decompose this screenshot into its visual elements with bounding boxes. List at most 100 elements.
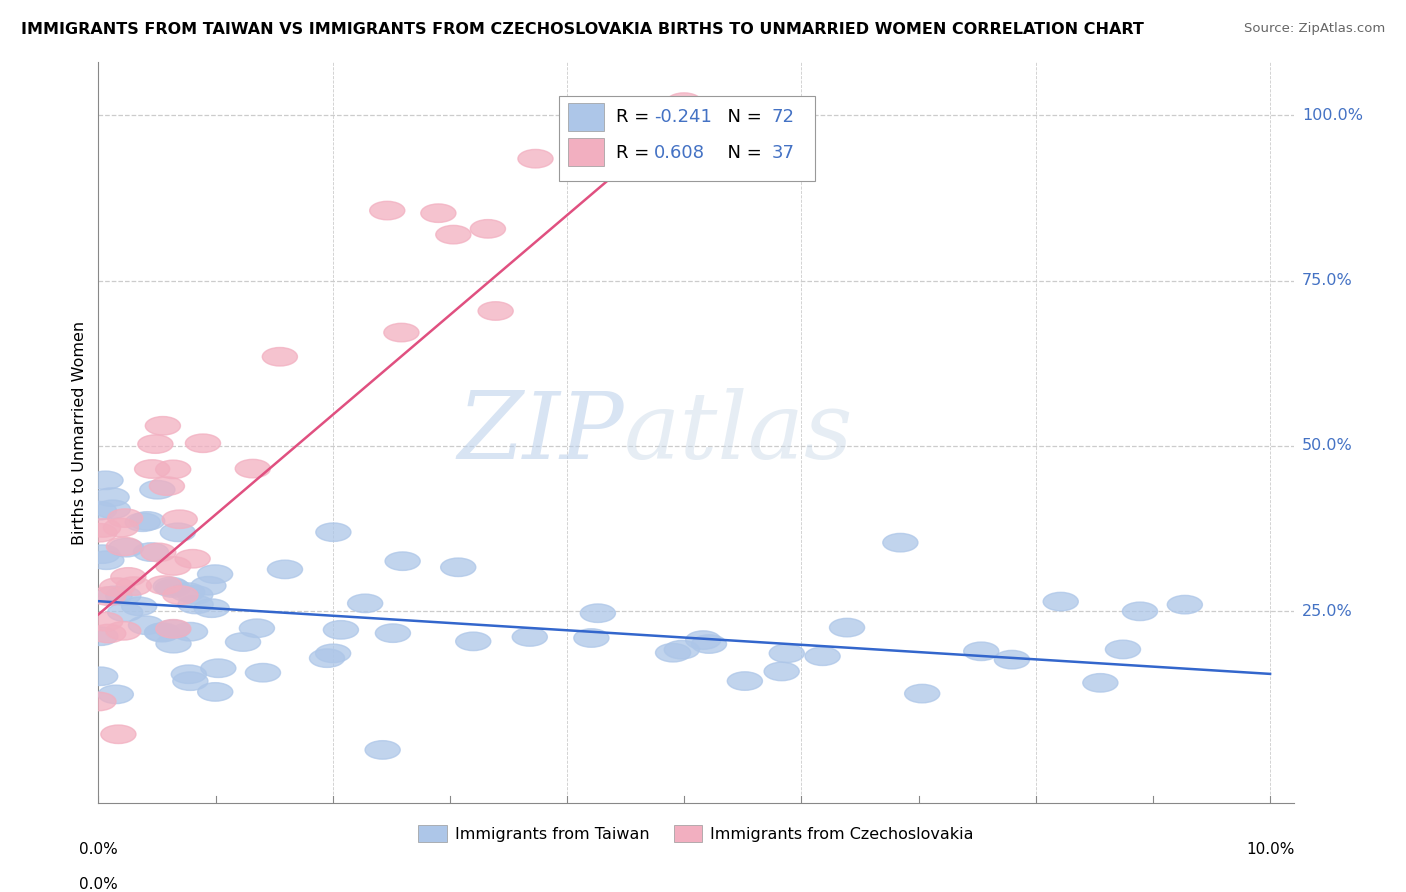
Ellipse shape bbox=[194, 599, 229, 617]
Text: R =: R = bbox=[616, 144, 655, 161]
Ellipse shape bbox=[806, 647, 841, 665]
Text: 72: 72 bbox=[772, 108, 794, 127]
Ellipse shape bbox=[574, 629, 609, 648]
Ellipse shape bbox=[156, 557, 191, 575]
Ellipse shape bbox=[186, 434, 221, 452]
Ellipse shape bbox=[440, 558, 475, 576]
Ellipse shape bbox=[347, 594, 382, 613]
Ellipse shape bbox=[375, 624, 411, 642]
Ellipse shape bbox=[153, 577, 188, 596]
Ellipse shape bbox=[156, 634, 191, 653]
Ellipse shape bbox=[149, 477, 184, 495]
Ellipse shape bbox=[145, 624, 180, 642]
Ellipse shape bbox=[156, 579, 191, 598]
Ellipse shape bbox=[456, 632, 491, 650]
Ellipse shape bbox=[121, 597, 156, 615]
Ellipse shape bbox=[239, 619, 274, 638]
Text: 0.608: 0.608 bbox=[654, 144, 706, 161]
Ellipse shape bbox=[83, 667, 118, 686]
Ellipse shape bbox=[225, 632, 260, 651]
Ellipse shape bbox=[146, 576, 181, 594]
Ellipse shape bbox=[83, 627, 118, 646]
Ellipse shape bbox=[666, 93, 702, 112]
Ellipse shape bbox=[129, 512, 165, 530]
Ellipse shape bbox=[134, 543, 169, 561]
Ellipse shape bbox=[201, 659, 236, 678]
Ellipse shape bbox=[323, 621, 359, 639]
Ellipse shape bbox=[170, 582, 205, 601]
Ellipse shape bbox=[366, 740, 401, 759]
Ellipse shape bbox=[316, 523, 352, 541]
Ellipse shape bbox=[191, 576, 226, 595]
Ellipse shape bbox=[309, 648, 344, 667]
Ellipse shape bbox=[163, 586, 198, 605]
Ellipse shape bbox=[125, 513, 160, 532]
Ellipse shape bbox=[471, 219, 506, 238]
Text: N =: N = bbox=[716, 144, 768, 161]
Ellipse shape bbox=[101, 725, 136, 744]
Ellipse shape bbox=[82, 501, 117, 520]
Ellipse shape bbox=[664, 640, 699, 659]
Ellipse shape bbox=[517, 150, 553, 168]
Ellipse shape bbox=[173, 672, 208, 690]
Ellipse shape bbox=[197, 565, 232, 583]
Ellipse shape bbox=[141, 543, 176, 562]
Ellipse shape bbox=[904, 684, 939, 703]
Ellipse shape bbox=[82, 524, 117, 542]
Ellipse shape bbox=[384, 323, 419, 342]
Ellipse shape bbox=[145, 623, 180, 641]
Ellipse shape bbox=[686, 631, 721, 649]
Ellipse shape bbox=[385, 552, 420, 570]
Ellipse shape bbox=[883, 533, 918, 552]
Ellipse shape bbox=[97, 586, 132, 605]
Ellipse shape bbox=[172, 665, 207, 683]
Ellipse shape bbox=[160, 523, 195, 541]
Ellipse shape bbox=[98, 685, 134, 704]
Ellipse shape bbox=[107, 537, 142, 556]
Ellipse shape bbox=[420, 204, 456, 222]
FancyBboxPatch shape bbox=[558, 95, 815, 181]
Ellipse shape bbox=[655, 643, 690, 662]
Ellipse shape bbox=[105, 622, 141, 640]
Text: 0.0%: 0.0% bbox=[79, 877, 118, 892]
Ellipse shape bbox=[111, 567, 146, 586]
Ellipse shape bbox=[155, 620, 190, 639]
Text: IMMIGRANTS FROM TAIWAN VS IMMIGRANTS FROM CZECHOSLOVAKIA BIRTHS TO UNMARRIED WOM: IMMIGRANTS FROM TAIWAN VS IMMIGRANTS FRO… bbox=[21, 22, 1144, 37]
Ellipse shape bbox=[156, 620, 191, 638]
Ellipse shape bbox=[156, 460, 191, 479]
Ellipse shape bbox=[963, 642, 998, 661]
Ellipse shape bbox=[478, 301, 513, 320]
Ellipse shape bbox=[174, 549, 209, 568]
Ellipse shape bbox=[198, 682, 233, 701]
Ellipse shape bbox=[830, 618, 865, 637]
Ellipse shape bbox=[1083, 673, 1118, 692]
Text: 0.0%: 0.0% bbox=[79, 842, 118, 856]
Ellipse shape bbox=[1167, 595, 1202, 614]
Ellipse shape bbox=[1122, 602, 1157, 621]
Ellipse shape bbox=[105, 586, 141, 605]
Text: 50.0%: 50.0% bbox=[1302, 438, 1353, 453]
Ellipse shape bbox=[94, 488, 129, 507]
Ellipse shape bbox=[436, 226, 471, 244]
Ellipse shape bbox=[89, 551, 124, 569]
Ellipse shape bbox=[108, 603, 143, 622]
FancyBboxPatch shape bbox=[568, 103, 605, 131]
Ellipse shape bbox=[90, 624, 125, 643]
Ellipse shape bbox=[138, 434, 173, 453]
Ellipse shape bbox=[145, 417, 180, 435]
Ellipse shape bbox=[82, 692, 117, 711]
Text: N =: N = bbox=[716, 108, 768, 127]
Ellipse shape bbox=[135, 459, 170, 478]
Ellipse shape bbox=[512, 628, 547, 646]
Ellipse shape bbox=[100, 578, 135, 597]
Ellipse shape bbox=[162, 510, 197, 528]
Text: 37: 37 bbox=[772, 144, 794, 161]
Text: Source: ZipAtlas.com: Source: ZipAtlas.com bbox=[1244, 22, 1385, 36]
Ellipse shape bbox=[246, 664, 281, 682]
Ellipse shape bbox=[769, 644, 804, 663]
Ellipse shape bbox=[84, 545, 120, 564]
Ellipse shape bbox=[179, 595, 214, 614]
Ellipse shape bbox=[235, 459, 270, 478]
Text: 10.0%: 10.0% bbox=[1246, 842, 1295, 856]
Ellipse shape bbox=[104, 518, 139, 537]
